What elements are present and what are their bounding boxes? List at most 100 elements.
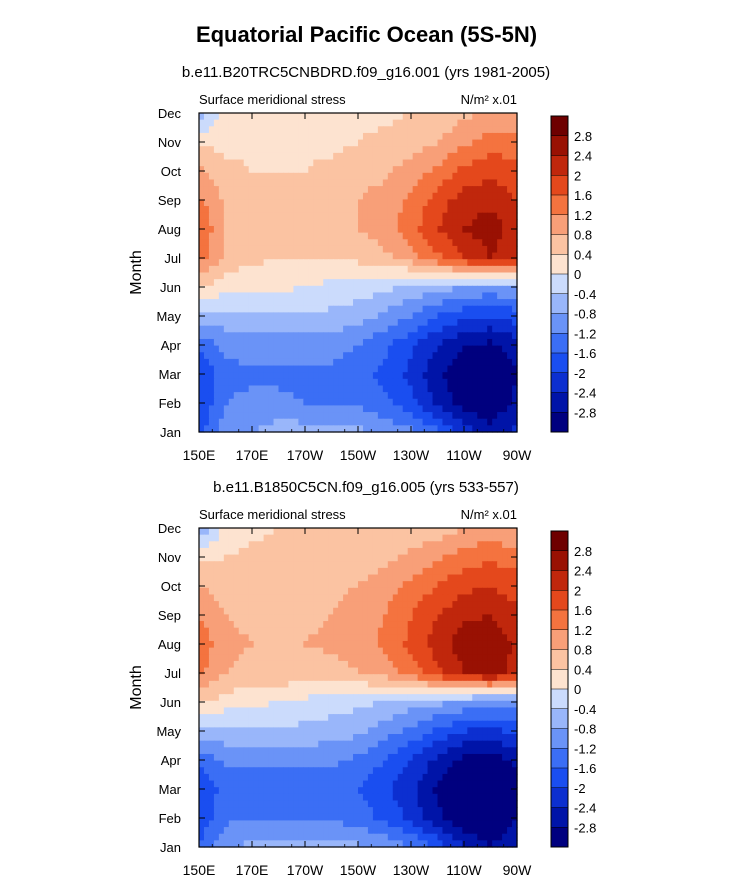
contour-cell xyxy=(387,212,394,220)
contour-cell xyxy=(487,418,493,426)
contour-cell xyxy=(268,305,275,313)
contour-cell xyxy=(358,345,364,353)
contour-cell xyxy=(482,372,488,380)
contour-cell xyxy=(407,660,414,669)
contour-cell xyxy=(417,587,424,596)
contour-cell xyxy=(303,647,309,655)
contour-cell xyxy=(412,372,419,380)
contour-cell xyxy=(427,279,434,287)
contour-cell xyxy=(457,621,463,629)
contour-cell xyxy=(487,392,493,400)
contour-cell xyxy=(353,152,359,161)
contour-cell xyxy=(313,325,319,333)
contour-cell xyxy=(298,647,304,655)
contour-cell xyxy=(362,567,369,576)
contour-cell xyxy=(333,674,339,682)
contour-cell xyxy=(343,146,349,154)
contour-cell xyxy=(477,418,483,426)
contour-cell xyxy=(293,541,299,549)
contour-cell xyxy=(238,325,245,333)
contour-cell xyxy=(382,587,389,596)
contour-cell xyxy=(213,528,220,536)
contour-cell xyxy=(367,378,374,387)
contour-cell xyxy=(218,272,225,280)
contour-cell xyxy=(283,694,290,702)
contour-cell xyxy=(338,199,344,207)
contour-cell xyxy=(367,252,374,260)
contour-cell xyxy=(313,113,319,121)
contour-cell xyxy=(358,239,364,247)
contour-cell xyxy=(447,601,454,609)
contour-cell xyxy=(208,581,215,589)
contour-cell xyxy=(482,601,488,609)
contour-cell xyxy=(467,232,473,240)
contour-cell xyxy=(228,412,235,420)
contour-cell xyxy=(472,159,478,167)
contour-cell xyxy=(223,232,230,240)
contour-cell xyxy=(333,332,339,340)
contour-cell xyxy=(238,554,245,562)
contour-cell xyxy=(442,345,449,353)
contour-cell xyxy=(377,654,384,662)
contour-cell xyxy=(372,607,379,615)
contour-cell xyxy=(348,614,354,622)
contour-cell xyxy=(343,634,349,642)
contour-cell xyxy=(348,528,354,536)
contour-cell xyxy=(427,674,434,682)
contour-cell xyxy=(273,554,280,562)
contour-cell xyxy=(308,694,314,702)
contour-cell xyxy=(358,272,364,280)
contour-cell xyxy=(263,325,270,333)
contour-cell xyxy=(442,126,449,134)
contour-cell xyxy=(447,607,454,615)
contour-cell xyxy=(278,212,285,220)
contour-cell xyxy=(472,192,478,200)
contour-cell xyxy=(417,707,424,715)
contour-cell xyxy=(233,385,240,393)
contour-cell xyxy=(258,312,265,320)
contour-cell xyxy=(333,601,339,609)
contour-cell xyxy=(233,674,240,682)
contour-cell xyxy=(343,338,349,347)
contour-cell xyxy=(238,192,245,200)
contour-cell xyxy=(318,179,324,187)
contour-cell xyxy=(298,640,304,649)
contour-cell xyxy=(208,265,215,274)
contour-cell xyxy=(213,667,220,675)
contour-cell xyxy=(377,232,384,240)
contour-cell xyxy=(442,647,449,655)
contour-cell xyxy=(432,680,439,689)
contour-cell xyxy=(422,186,429,194)
contour-cell xyxy=(487,640,493,649)
contour-cell xyxy=(238,206,245,214)
contour-cell xyxy=(293,285,299,294)
contour-cell xyxy=(377,139,384,147)
contour-cell xyxy=(362,259,369,267)
contour-cell xyxy=(407,418,414,426)
contour-cell xyxy=(412,621,419,629)
contour-cell xyxy=(422,418,429,426)
contour-cell xyxy=(293,126,299,134)
panel-left-label: Surface meridional stress xyxy=(199,507,346,522)
contour-cell xyxy=(502,378,508,387)
contour-cell xyxy=(199,687,205,695)
contour-cell xyxy=(382,634,389,642)
contour-cell xyxy=(407,412,414,420)
contour-cell xyxy=(417,186,424,194)
contour-cell xyxy=(502,654,508,662)
contour-cell xyxy=(507,707,513,715)
contour-cell xyxy=(467,594,473,602)
contour-cell xyxy=(447,534,454,542)
contour-cell xyxy=(253,146,260,154)
contour-cell xyxy=(208,358,215,367)
contour-cell xyxy=(273,601,280,609)
contour-cell xyxy=(343,640,349,649)
contour-cell xyxy=(387,259,394,267)
contour-cell xyxy=(472,285,478,294)
contour-cell xyxy=(268,627,275,635)
contour-cell xyxy=(243,634,250,642)
contour-cell xyxy=(417,272,424,280)
contour-cell xyxy=(268,212,275,220)
contour-cell xyxy=(497,627,503,635)
contour-cell xyxy=(377,405,384,413)
